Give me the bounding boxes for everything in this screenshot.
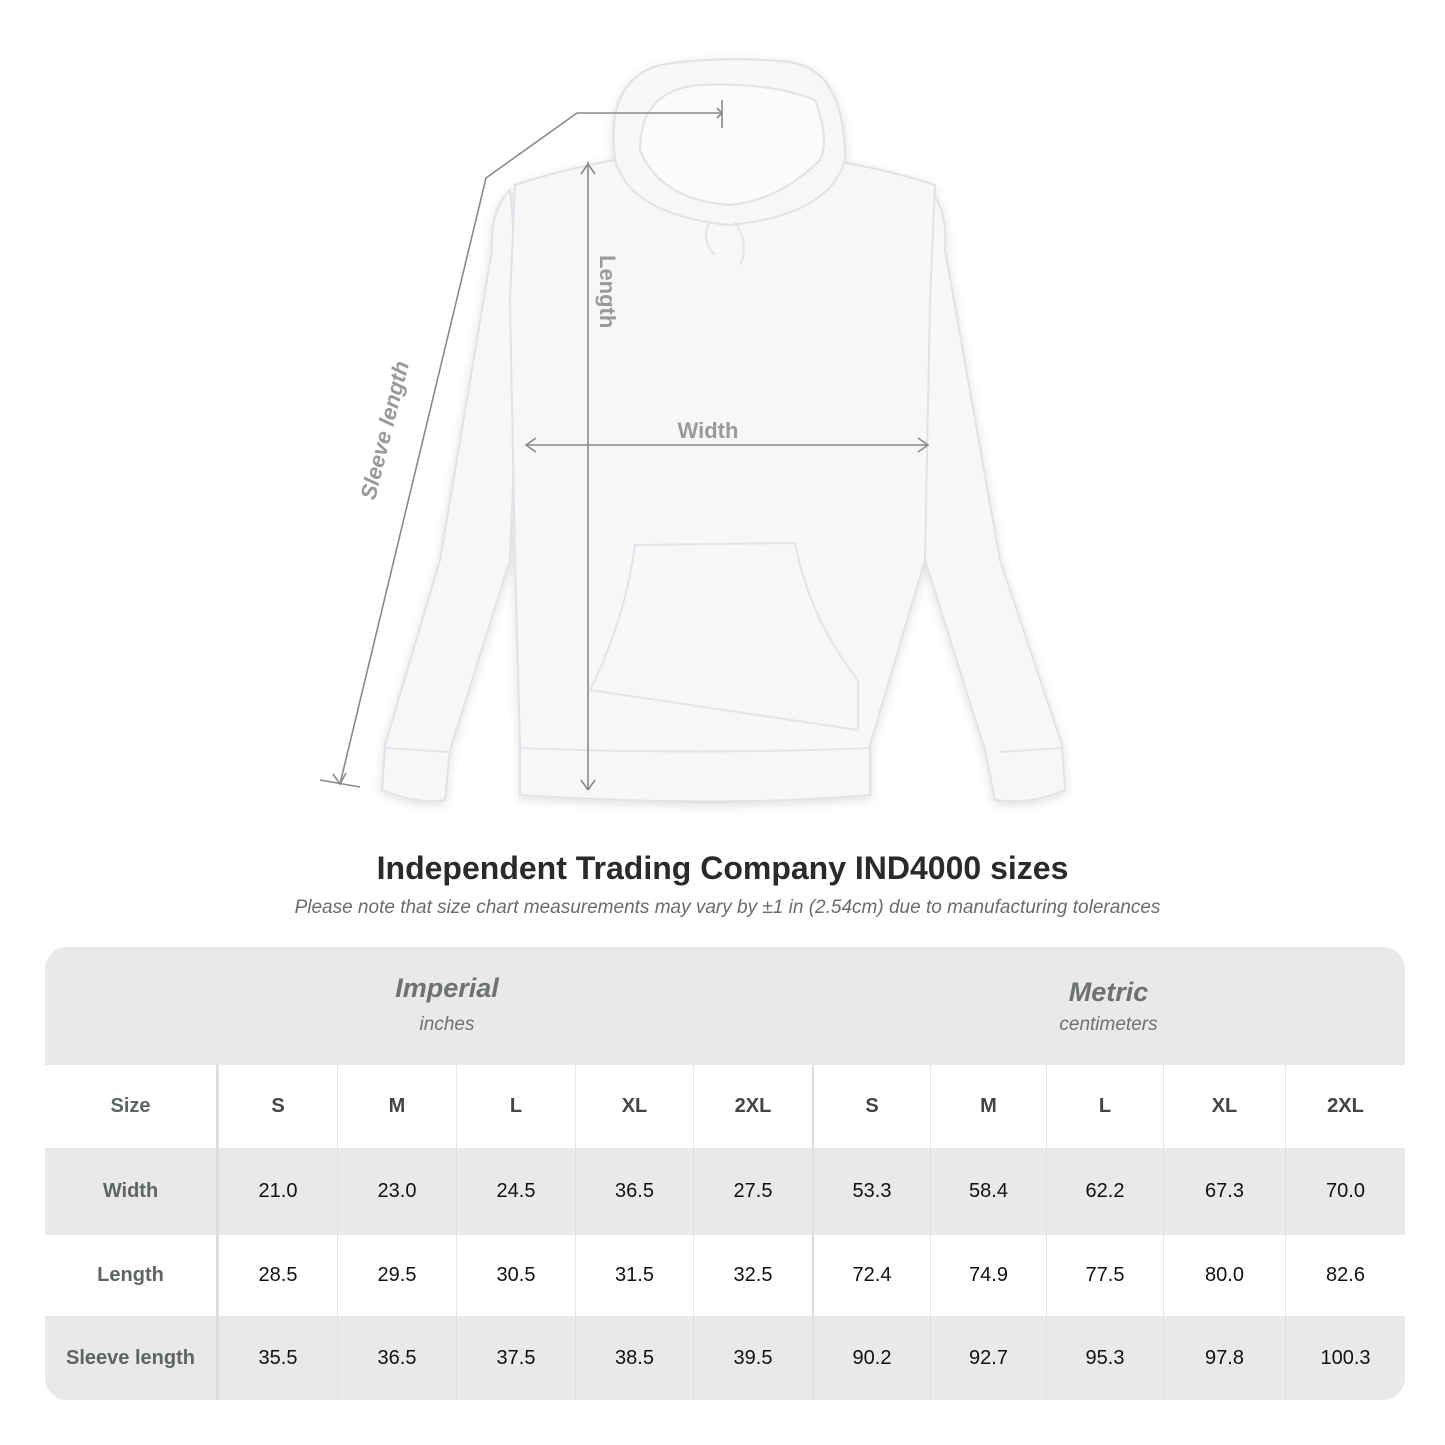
page-title: Independent Trading Company IND4000 size… [376,850,1069,886]
imperial-value-cell: 37.5 [456,1316,575,1400]
imperial-value-cell: 27.5 [693,1148,812,1235]
metric-size-header: XL [1163,1065,1285,1148]
sleeve-length-label: Sleeve length [355,358,414,502]
metric-value-cell: 97.8 [1163,1316,1285,1400]
imperial-title: Imperial [395,973,499,1003]
row-label: Width [45,1148,218,1235]
table-row: Width 21.0 23.0 24.5 36.5 27.5 53.3 58.4 62.2 67.… [45,1148,1405,1235]
imperial-size-header: 2XL [693,1065,812,1148]
metric-value-cell: 90.2 [812,1316,930,1400]
imperial-value-cell: 28.5 [218,1235,337,1316]
imperial-value-cell: 24.5 [456,1148,575,1235]
hoodie-illustration: Length Width Sleeve length [319,58,1067,803]
imperial-value-cell: 29.5 [337,1235,456,1316]
measurement-lines [319,100,930,791]
size-table: Imperial inches Metric centimeters Size S… [45,947,1405,1400]
width-label: Width [678,418,739,443]
metric-value-cell: 82.6 [1285,1235,1405,1316]
table-row: Length 28.5 29.5 30.5 31.5 32.5 72.4 74.9 77.5 80… [45,1235,1405,1316]
length-line [580,162,596,791]
metric-value-cell: 67.3 [1163,1148,1285,1235]
imperial-header: Imperial inches [218,973,676,1036]
metric-value-cell: 58.4 [930,1148,1046,1235]
imperial-value-cell: 32.5 [693,1235,812,1316]
imperial-size-header: L [456,1065,575,1148]
imperial-value-cell: 39.5 [693,1316,812,1400]
metric-header: Metric centimeters [812,977,1405,1036]
imperial-size-header: XL [575,1065,693,1148]
metric-value-cell: 95.3 [1046,1316,1163,1400]
metric-value-cell: 62.2 [1046,1148,1163,1235]
metric-size-header: 2XL [1285,1065,1405,1148]
width-line [524,437,930,453]
hoodie-shape [380,58,1067,803]
metric-value-cell: 77.5 [1046,1235,1163,1316]
imperial-value-cell: 31.5 [575,1235,693,1316]
size-header-row: Size S M L XL 2XL S M L XL 2XL [45,1065,1405,1148]
table-row: Sleeve length 35.5 36.5 37.5 38.5 39.5 90.2 92.… [45,1316,1405,1400]
sleeve-length-line [319,100,724,788]
tolerance-note: Please note that size chart measurements… [294,897,1161,918]
imperial-value-cell: 30.5 [456,1235,575,1316]
size-column-label: Size [45,1065,218,1148]
imperial-value-cell: 35.5 [218,1316,337,1400]
metric-title: Metric [1068,977,1149,1007]
imperial-unit: inches [419,1014,475,1035]
metric-value-cell: 92.7 [930,1316,1046,1400]
imperial-value-cell: 38.5 [575,1316,693,1400]
imperial-value-cell: 21.0 [218,1148,337,1235]
metric-value-cell: 70.0 [1285,1148,1405,1235]
metric-value-cell: 74.9 [930,1235,1046,1316]
metric-value-cell: 72.4 [812,1235,930,1316]
metric-size-header: L [1046,1065,1163,1148]
metric-value-cell: 53.3 [812,1148,930,1235]
row-label: Sleeve length [45,1316,218,1400]
metric-size-header: M [930,1065,1046,1148]
imperial-value-cell: 36.5 [575,1148,693,1235]
imperial-size-header: M [337,1065,456,1148]
imperial-value-cell: 23.0 [337,1148,456,1235]
imperial-value-cell: 36.5 [337,1316,456,1400]
metric-size-header: S [812,1065,930,1148]
garment-details [384,221,1063,753]
metric-unit: centimeters [1059,1014,1158,1035]
length-label: Length [595,255,620,328]
metric-value-cell: 80.0 [1163,1235,1285,1316]
imperial-size-header: S [218,1065,337,1148]
table-header-band: Imperial inches Metric centimeters [45,947,1405,1065]
row-label: Length [45,1235,218,1316]
metric-value-cell: 100.3 [1285,1316,1405,1400]
